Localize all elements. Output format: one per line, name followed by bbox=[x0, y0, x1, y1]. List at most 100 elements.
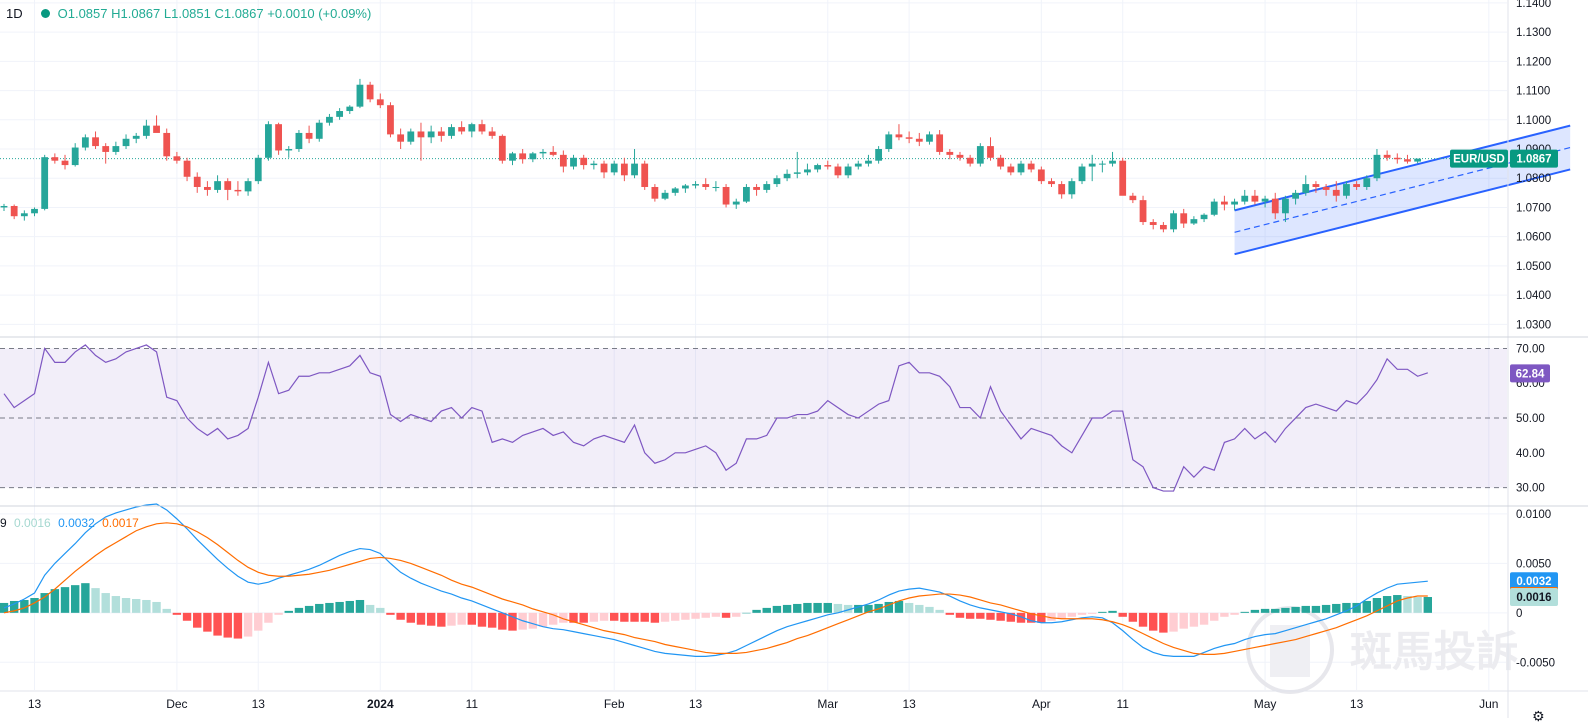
interval-label[interactable]: 1D bbox=[6, 5, 23, 21]
macd-histogram-bar bbox=[1006, 612, 1016, 622]
symbol-tag: EUR/USD bbox=[1453, 154, 1505, 166]
candle-body bbox=[244, 181, 252, 192]
macd-histogram-bar bbox=[386, 612, 395, 615]
macd-histogram-bar bbox=[60, 587, 70, 613]
candle-body bbox=[1322, 186, 1330, 190]
candle-body bbox=[905, 137, 913, 139]
macd-histogram-bar bbox=[538, 612, 548, 627]
candle-body bbox=[1007, 166, 1015, 173]
macd-histogram-bar bbox=[30, 598, 39, 613]
macd-histogram-bar bbox=[559, 612, 568, 623]
candle-body bbox=[163, 132, 171, 157]
candle-body bbox=[183, 160, 191, 177]
candle-body bbox=[763, 184, 771, 190]
candle-body bbox=[712, 186, 720, 188]
candle-body bbox=[366, 84, 374, 100]
hist-value-tag: 0.0016 bbox=[1516, 592, 1551, 604]
candle-body bbox=[234, 189, 242, 192]
candle-body bbox=[661, 192, 669, 199]
macd-pane[interactable] bbox=[0, 503, 1432, 657]
candle-body bbox=[529, 153, 537, 160]
candle-body bbox=[814, 165, 821, 170]
macd-histogram-bar bbox=[437, 612, 446, 627]
price-y-tick-label: 1.0400 bbox=[1516, 290, 1551, 302]
macd-histogram-bar bbox=[1210, 612, 1219, 621]
macd-histogram-bar bbox=[294, 607, 304, 613]
candle-body bbox=[346, 106, 354, 112]
macd-legend-macd: 0.0032 bbox=[58, 516, 95, 530]
candle-body bbox=[275, 124, 282, 151]
candle-body bbox=[549, 151, 557, 155]
candle-body bbox=[895, 134, 903, 138]
candle-body bbox=[1343, 184, 1350, 196]
macd-histogram-bar bbox=[793, 603, 802, 613]
macd-legend-hist: 0.0016 bbox=[14, 516, 51, 530]
candle-body bbox=[31, 208, 38, 214]
macd-histogram-bar bbox=[589, 612, 599, 622]
price-y-tick-label: 1.1000 bbox=[1516, 115, 1551, 127]
candle-body bbox=[407, 131, 415, 142]
macd-histogram-bar bbox=[1037, 612, 1046, 623]
price-y-tick-label: 1.1300 bbox=[1516, 27, 1551, 39]
candle-body bbox=[966, 157, 974, 164]
macd-y-tick-label: 0 bbox=[1516, 608, 1522, 620]
candle-body bbox=[153, 125, 160, 133]
settings-gear-icon[interactable]: ⚙ bbox=[1532, 708, 1545, 724]
candle-body bbox=[1363, 178, 1371, 187]
candle-body bbox=[1282, 198, 1289, 214]
watermark: 斑馬投訴 bbox=[1246, 606, 1518, 694]
candle-body bbox=[793, 172, 801, 174]
macd-histogram-bar bbox=[1138, 612, 1148, 627]
x-tick-label: 11 bbox=[466, 697, 479, 711]
candle-body bbox=[580, 157, 588, 166]
candle-body bbox=[1200, 214, 1208, 220]
rsi-pane[interactable] bbox=[0, 344, 1507, 492]
macd-histogram-bar bbox=[986, 612, 995, 620]
candle-body bbox=[1332, 189, 1340, 196]
candle-body bbox=[936, 134, 944, 152]
macd-histogram-bar bbox=[457, 612, 466, 625]
macd-value-tag: 0.0032 bbox=[1516, 576, 1551, 588]
x-tick-label: Apr bbox=[1032, 697, 1051, 711]
macd-histogram-bar bbox=[955, 612, 965, 618]
macd-histogram-bar bbox=[1352, 602, 1361, 613]
price-y-tick-label: 1.0600 bbox=[1516, 232, 1551, 244]
candle-body bbox=[142, 125, 150, 136]
macd-histogram-bar bbox=[701, 612, 710, 618]
macd-histogram-bar bbox=[782, 604, 792, 613]
candle-body bbox=[1251, 195, 1259, 202]
macd-histogram-bar bbox=[1362, 600, 1371, 613]
macd-histogram-bar bbox=[1291, 606, 1300, 613]
candle-body bbox=[834, 166, 842, 176]
macd-histogram-bar bbox=[1199, 612, 1209, 625]
macd-histogram-bar bbox=[599, 612, 609, 621]
macd-histogram-bar bbox=[1067, 612, 1077, 617]
macd-histogram-bar bbox=[406, 612, 415, 623]
macd-histogram-bar bbox=[660, 612, 670, 622]
candle-body bbox=[81, 137, 89, 148]
macd-histogram-bar bbox=[1311, 605, 1321, 613]
ohlc-readout: O1.0857 H1.0867 L1.0851 C1.0867 +0.0010 … bbox=[57, 5, 372, 21]
candle-body bbox=[1159, 224, 1167, 230]
macd-histogram-bar bbox=[1159, 612, 1168, 633]
price-y-tick-label: 1.0300 bbox=[1516, 319, 1551, 331]
candle-body bbox=[1414, 158, 1422, 162]
candle-body bbox=[702, 184, 710, 187]
macd-histogram-bar bbox=[315, 603, 324, 613]
macd-histogram-bar bbox=[467, 612, 477, 625]
macd-histogram-bar bbox=[1403, 596, 1412, 613]
macd-histogram-bar bbox=[243, 612, 253, 637]
candlestick-series[interactable] bbox=[0, 78, 1507, 233]
macd-histogram-bar bbox=[1382, 596, 1392, 613]
candle-body bbox=[1353, 184, 1361, 187]
macd-histogram-bar bbox=[40, 593, 49, 613]
candle-body bbox=[651, 186, 659, 199]
candle-body bbox=[478, 124, 486, 132]
macd-histogram-bar bbox=[121, 598, 131, 613]
macd-histogram-bar bbox=[1057, 612, 1066, 619]
candle-body bbox=[1129, 195, 1137, 201]
macd-histogram-bar bbox=[1026, 612, 1036, 623]
last-price-tag-bg bbox=[1510, 149, 1558, 168]
macd-histogram-bar bbox=[833, 603, 843, 613]
